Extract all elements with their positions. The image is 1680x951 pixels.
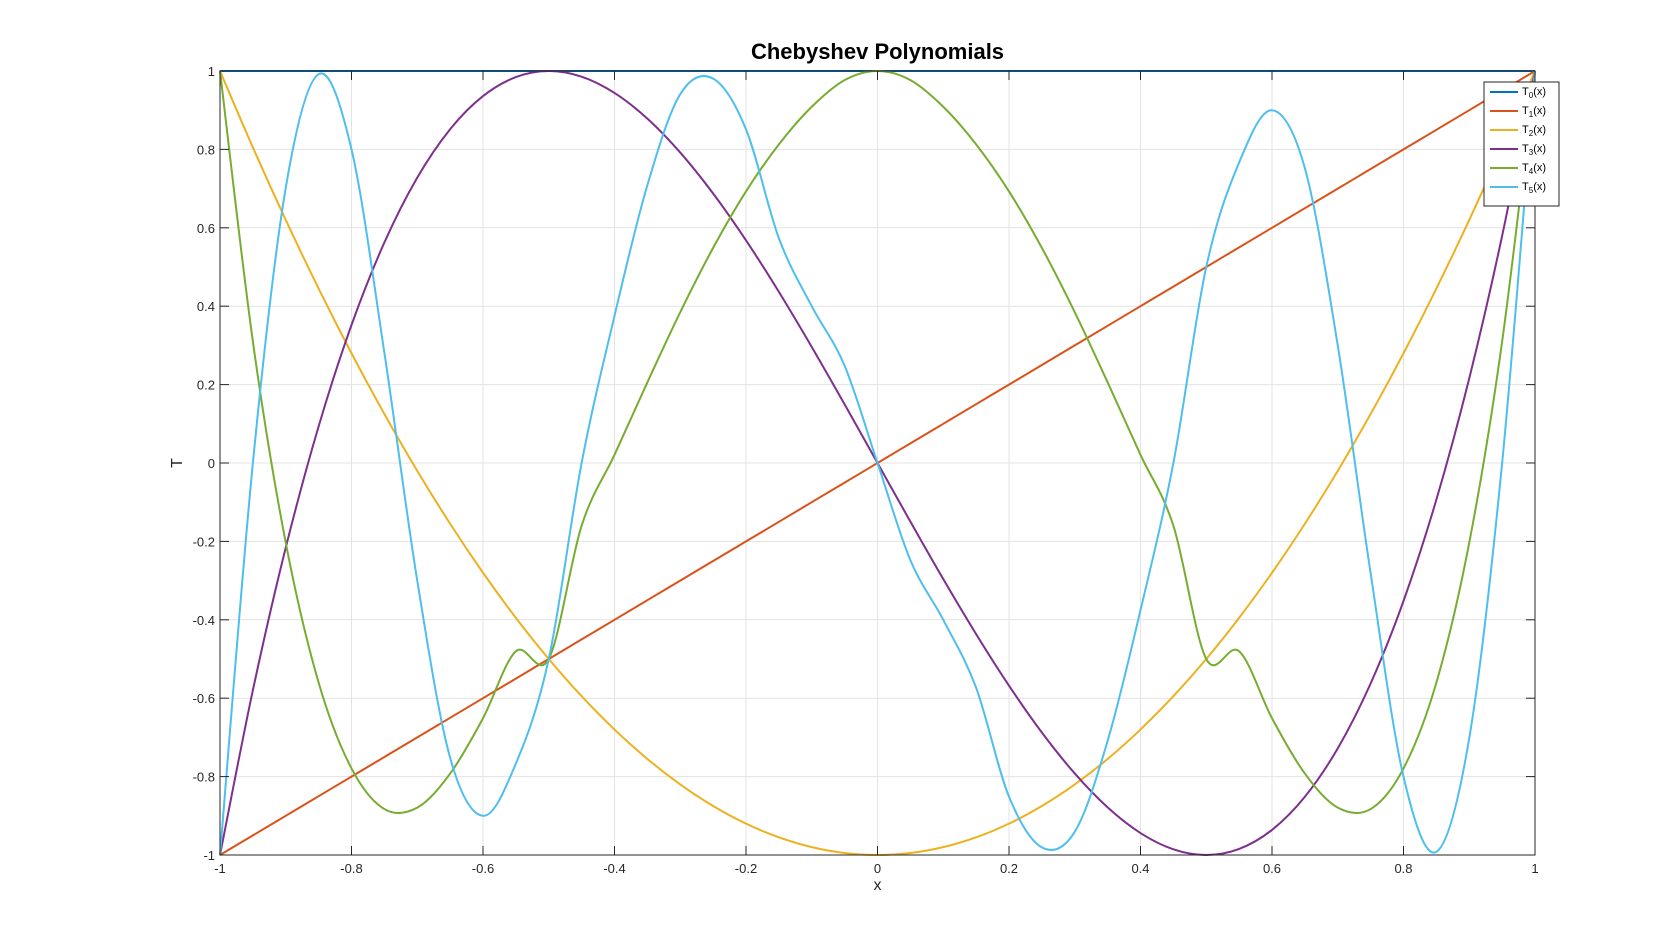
y-tick-label: -1: [203, 848, 215, 863]
legend-entry-t2: T2(x): [1522, 124, 1546, 138]
y-axis-label: T: [169, 458, 186, 468]
legend-entry-t5: T5(x): [1522, 181, 1546, 195]
legend: T0(x) T1(x) T2(x) T3(x) T4(x) T5(x): [1483, 81, 1560, 207]
y-tick-label: 0.8: [197, 142, 215, 157]
legend-entry-t3: T3(x): [1522, 143, 1546, 157]
legend-box: [1483, 81, 1560, 207]
y-tick-label: -0.2: [193, 534, 215, 549]
legend-entry-t0: T0(x): [1522, 86, 1546, 100]
x-tick-label: -0.8: [340, 861, 362, 876]
x-tick-label: -0.6: [472, 861, 494, 876]
legend-entry-t4: T4(x): [1522, 162, 1546, 176]
x-tick-label: 1: [1531, 861, 1538, 876]
x-axis-label: x: [874, 877, 882, 894]
x-tick-label: -0.4: [603, 861, 625, 876]
y-tick-label: 0: [208, 456, 215, 471]
y-tick-label: 1: [208, 64, 215, 79]
y-tick-label: -0.6: [193, 691, 215, 706]
x-tick-label: -0.2: [735, 861, 757, 876]
y-tick-label: -0.8: [193, 770, 215, 785]
x-tick-label: -1: [214, 861, 226, 876]
y-tick-label: 0.4: [197, 299, 215, 314]
x-tick-label: 0.8: [1394, 861, 1412, 876]
series-line-t5: [219, 70, 1536, 856]
x-tick-label: 0: [874, 861, 881, 876]
y-tick-label: -0.4: [193, 613, 215, 628]
axis-ticks: -1 -0.8 -0.6 -0.4 -0.2 0 0.2 0.4 0.6 0.8 1 -1 -0.8 -0…: [193, 64, 1539, 876]
x-tick-label: 0.4: [1131, 861, 1149, 876]
y-tick-label: 0.6: [197, 221, 215, 236]
chart-title: Chebyshev Polynomials: [751, 39, 1004, 64]
x-tick-label: 0.6: [1263, 861, 1281, 876]
x-tick-label: 0.2: [1000, 861, 1018, 876]
legend-entry-t1: T1(x): [1522, 105, 1546, 119]
y-tick-label: 0.2: [197, 378, 215, 393]
